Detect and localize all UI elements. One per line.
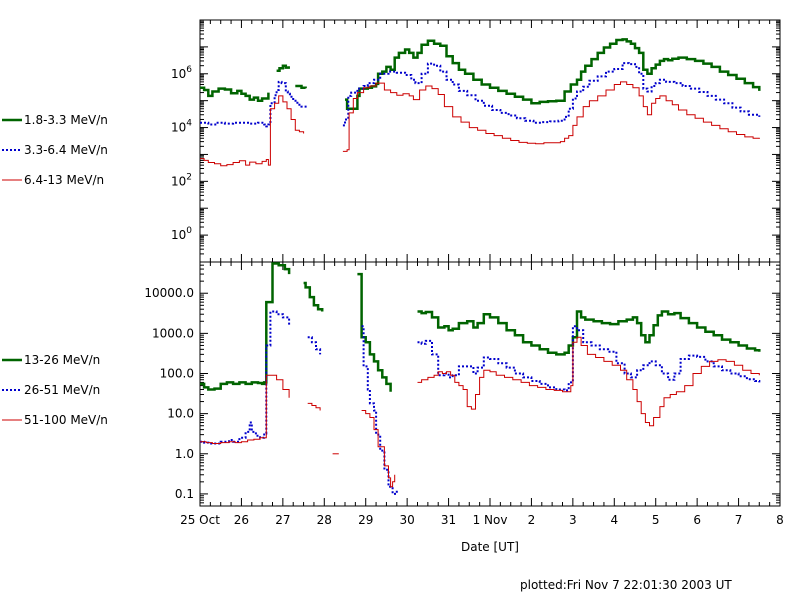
series-line	[200, 336, 760, 488]
x-tick-label: 29	[358, 513, 373, 527]
series-segment	[200, 310, 291, 445]
series-segment	[276, 64, 290, 72]
x-tick-label: 25 Oct	[180, 513, 220, 527]
series-segment	[307, 336, 322, 355]
legend-label: 1.8-3.3 MeV/n	[24, 113, 108, 127]
legend-label: 6.4-13 MeV/n	[24, 173, 104, 187]
legend-label: 3.3-6.4 MeV/n	[24, 143, 108, 157]
y-tick-label: 1.0	[175, 447, 194, 461]
legend-label: 51-100 MeV/n	[24, 413, 108, 427]
y-tick-label: 106	[171, 65, 192, 81]
series-segment	[200, 374, 290, 444]
y-tick-label: 0.1	[175, 487, 194, 501]
series-segment	[200, 262, 291, 391]
x-axis: 25 Oct 26 27 28 29 30 31 1 Nov 2 3 4 5 6 7 8 Date [UT]	[180, 513, 784, 554]
y-tick-label: 10000.0	[144, 286, 194, 300]
x-tick-label: 4	[610, 513, 618, 527]
series-segment	[357, 272, 392, 392]
x-tick-label: 30	[400, 513, 415, 527]
x-tick-label: 5	[652, 513, 660, 527]
series-segment	[342, 62, 761, 127]
legend-label: 26-51 MeV/n	[24, 383, 100, 397]
y-tick-label: 100.0	[160, 367, 194, 381]
plot-frame	[199, 19, 781, 263]
x-tick-label: 1 Nov	[473, 513, 508, 527]
x-axis-title: Date [UT]	[461, 540, 519, 554]
y-tick-label: 100	[171, 226, 192, 242]
series-segment	[417, 325, 761, 392]
series-segment	[417, 336, 760, 427]
series-line	[200, 62, 761, 128]
series-segment	[295, 84, 307, 90]
legend: 1.8-3.3 MeV/n 3.3-6.4 MeV/n 6.4-13 MeV/n 13…	[2, 113, 108, 427]
y-tick-label: 104	[171, 119, 192, 135]
legend-label: 13-26 MeV/n	[24, 353, 100, 367]
x-tick-label: 27	[275, 513, 290, 527]
series-segment	[200, 86, 270, 102]
series-segment	[303, 281, 324, 312]
panel-top: 100 102 104 106	[171, 19, 781, 263]
x-tick-label: 8	[776, 513, 784, 527]
series-line	[200, 310, 761, 495]
series-segment	[342, 81, 760, 152]
series-line	[200, 81, 760, 167]
series-segment	[361, 325, 398, 495]
x-tick-label: 28	[317, 513, 332, 527]
series-segment	[200, 95, 305, 167]
series-line	[200, 38, 761, 111]
series-segment	[361, 410, 396, 488]
series-segment	[307, 402, 321, 411]
series-segment	[200, 80, 307, 128]
panel-bottom: 0.1 1.0 10.0 100.0 1000.0 10000.0	[144, 261, 781, 507]
x-tick-label: 6	[693, 513, 701, 527]
x-tick-label: 7	[735, 513, 743, 527]
y-tick-label: 10.0	[167, 407, 194, 421]
x-tick-label: 3	[569, 513, 577, 527]
y-tick-label: 102	[171, 172, 192, 188]
series-segment	[345, 38, 761, 111]
x-tick-label: 26	[234, 513, 249, 527]
plot-panels: 100 102 104 106 0.1 1.0 10.0 100.0 1000.0 10000.0	[144, 19, 781, 507]
x-tick-label: 31	[441, 513, 456, 527]
y-tick-label: 1000.0	[152, 326, 194, 340]
plotted-timestamp: plotted:Fri Nov 7 22:01:30 2003 UT	[520, 578, 732, 592]
x-tick-label: 2	[528, 513, 536, 527]
series-segment	[417, 310, 761, 356]
